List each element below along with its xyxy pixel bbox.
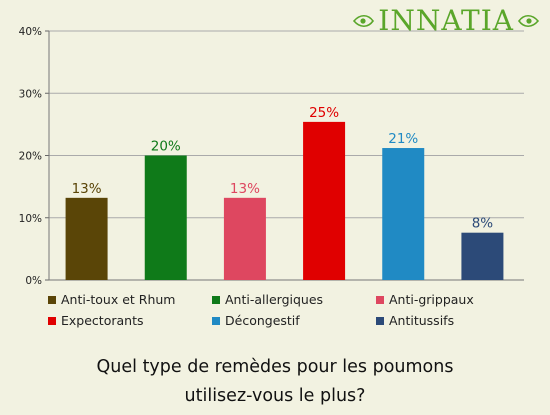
legend-swatch [212,295,220,304]
bar-value-label: 20% [151,139,181,155]
legend-label: Expectorants [61,313,144,328]
leaf-left-icon [353,14,375,27]
legend-item: Anti-allergiques [212,292,376,307]
legend-swatch [48,316,56,325]
question-line-2: utilisez-vous le plus? [184,386,366,406]
legend-label: Anti-allergiques [225,292,324,307]
bar-chart: 0% 10% 20% 30% 40% 13% 20% 13% 25% 21% 8% [19,26,524,287]
bar-value-label: 8% [472,216,494,232]
legend-swatch [48,295,56,304]
chart-legend: Anti-toux et Rhum Anti-allergiques Anti-gr… [48,292,518,328]
bar [382,148,425,280]
legend-item: Expectorants [48,313,212,328]
legend-label: Décongestif [225,313,300,328]
question-line-1: Quel type de remèdes pour les poumons [96,357,454,377]
legend-swatch [212,316,220,325]
survey-question: Quel type de remèdes pour les poumons ut… [0,353,550,411]
bar [303,121,346,280]
y-tick-label: 40% [19,26,42,38]
bar-value-label: 13% [230,181,260,197]
bar-value-label: 21% [388,131,418,147]
y-tick-label: 30% [19,88,42,100]
bar [144,155,187,280]
legend-label: Antitussifs [389,313,455,328]
legend-label: Anti-toux et Rhum [61,292,176,307]
y-tick-label: 10% [19,213,42,225]
bar-value-label: 13% [72,181,102,197]
legend-item: Antitussifs [376,313,518,328]
legend-item: Anti-toux et Rhum [48,292,212,307]
y-tick-label: 20% [19,151,42,163]
y-tick-label: 0% [25,275,42,287]
legend-item: Décongestif [212,313,376,328]
legend-swatch [376,295,384,304]
legend-swatch [376,316,384,325]
innatia-logo[interactable]: INNATIA [352,4,540,37]
leaf-right-icon [518,14,540,27]
bar [223,197,266,280]
legend-item: Anti-grippaux [376,292,518,307]
logo-text: INNATIA [378,4,514,37]
legend-label: Anti-grippaux [389,292,474,307]
bar [65,197,108,280]
bar [461,232,504,280]
bar-value-label: 25% [309,105,339,121]
